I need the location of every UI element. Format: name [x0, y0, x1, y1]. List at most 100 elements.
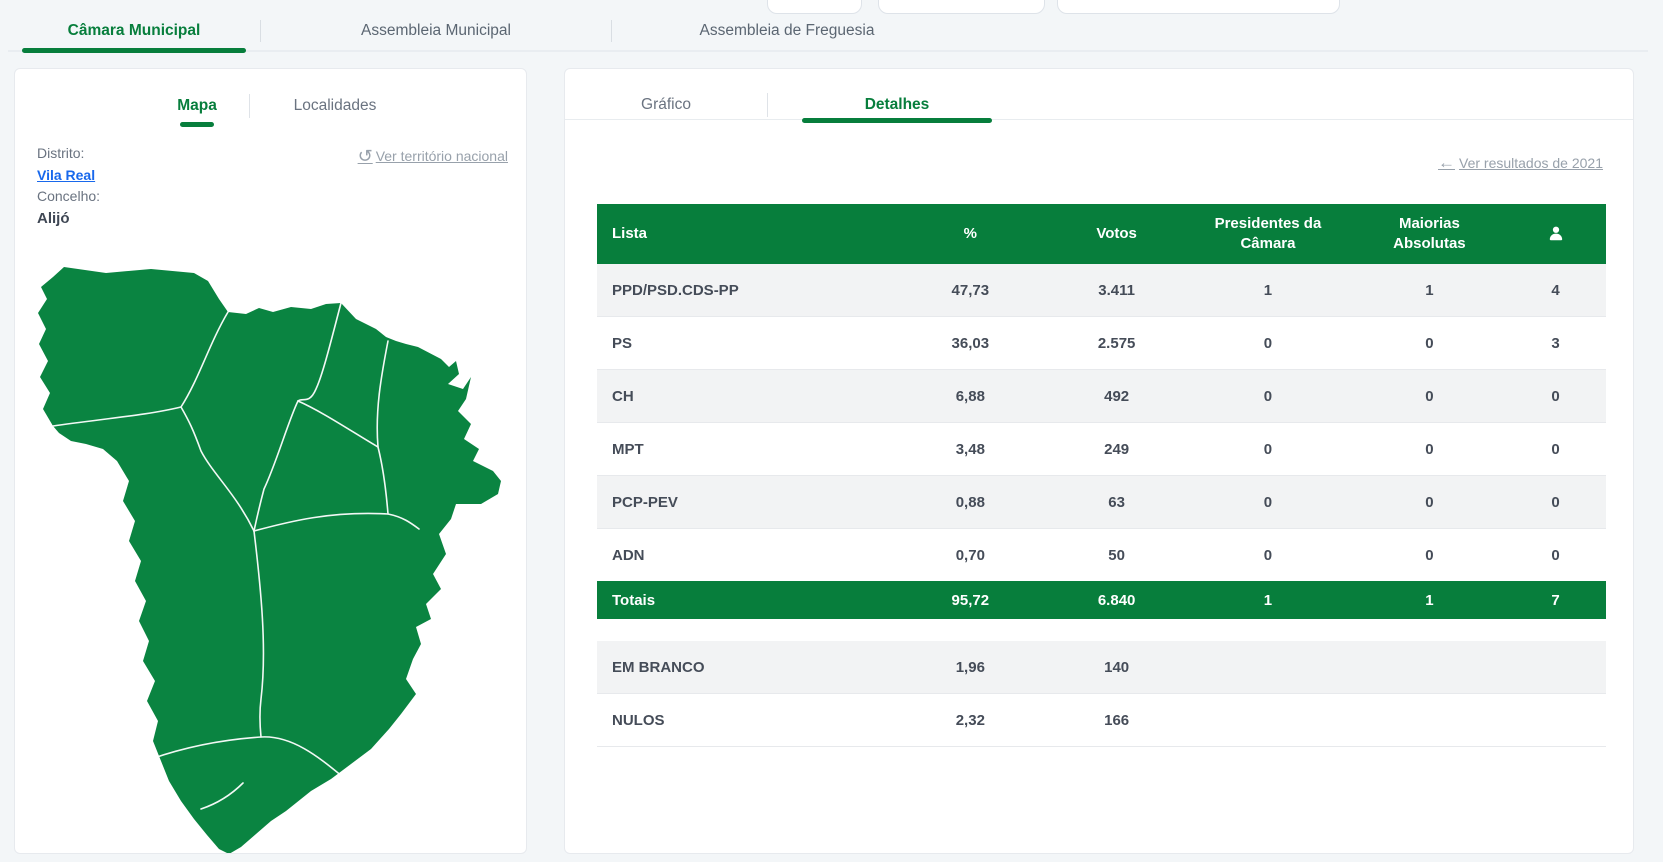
cell-lista: PPD/PSD.CDS-PP: [612, 281, 739, 299]
extra-rows: EM BRANCO 1,96 140 NULOS 2,32 166: [597, 641, 1606, 747]
results-table-area: Lista % Votos Presidentes da Câmara Maio…: [597, 204, 1606, 747]
reset-territory-label: Ver território nacional: [375, 148, 508, 164]
table-row: EM BRANCO 1,96 140: [597, 641, 1606, 694]
tab-divider: [249, 94, 250, 118]
header-pct: %: [889, 204, 1052, 264]
map-card: Mapa Localidades Distrito: Vila Real Con…: [14, 68, 527, 854]
table-row: PCP-PEV 0,88 63 0 0 0: [597, 475, 1606, 529]
cell-votos: 2.575: [1097, 334, 1136, 352]
person-icon: [1549, 226, 1562, 241]
tab-detalhes[interactable]: Detalhes: [768, 91, 1026, 119]
municipality-map[interactable]: [31, 249, 503, 854]
cell-presidentes: 0: [1263, 493, 1273, 511]
cell-lista: ADN: [612, 546, 645, 564]
cell-presidentes: 1: [1263, 281, 1273, 299]
tab-localidades[interactable]: Localidades: [250, 93, 420, 119]
cell-maiorias: 0: [1425, 440, 1434, 458]
cell-mandatos: 4: [1551, 281, 1560, 299]
tab-label: Assembleia Municipal: [361, 22, 511, 39]
cell-lista: EM BRANCO: [612, 658, 705, 676]
cell-votos: 63: [1108, 493, 1125, 511]
table-row: ADN 0,70 50 0 0 0: [597, 529, 1606, 582]
cell-pct: 95,72: [889, 581, 1052, 619]
cell-pct: 1,96: [955, 658, 985, 676]
partial-dropdown-1[interactable]: [767, 0, 862, 14]
table-row: MPT 3,48 249 0 0 0: [597, 423, 1606, 476]
results-card: Gráfico Detalhes ← Ver resultados de 202…: [564, 68, 1634, 854]
cell-votos: 3.411: [1098, 281, 1135, 299]
tab-mapa[interactable]: Mapa: [145, 93, 249, 119]
cell-pct: 47,73: [951, 281, 990, 299]
cell-mandatos: 0: [1551, 546, 1560, 564]
cell-presidentes: 0: [1263, 440, 1273, 458]
map-panel-tabs: Mapa Localidades: [145, 93, 420, 119]
partial-dropdown-3[interactable]: [1057, 0, 1340, 14]
district-link[interactable]: Vila Real: [37, 166, 96, 183]
header-lista: Lista: [597, 204, 890, 264]
cell-lista: CH: [612, 387, 634, 405]
cell-presidentes: 1: [1182, 581, 1354, 619]
cell-maiorias: 1: [1425, 281, 1434, 299]
header-votos: Votos: [1051, 204, 1183, 264]
cell-pct: 0,70: [955, 546, 985, 564]
tab-assembleia-municipal[interactable]: Assembleia Municipal: [261, 12, 611, 50]
cell-lista: PS: [612, 334, 633, 352]
cell-maiorias: 0: [1425, 387, 1434, 405]
cell-maiorias: 0: [1425, 546, 1434, 564]
cell-lista: NULOS: [612, 711, 665, 729]
results-table: Lista % Votos Presidentes da Câmara Maio…: [597, 204, 1606, 619]
cell-mandatos: 7: [1505, 581, 1606, 619]
table-row: CH 6,88 492 0 0 0: [597, 369, 1606, 423]
tab-camara-municipal[interactable]: Câmara Municipal: [8, 12, 260, 53]
tab-label: Detalhes: [864, 96, 930, 113]
cell-lista: PCP-PEV: [612, 493, 678, 511]
tab-label: Gráfico: [641, 96, 691, 113]
cell-mandatos: 3: [1551, 334, 1560, 352]
municipality-shape: [38, 267, 501, 853]
district-label: Distrito:: [37, 145, 85, 161]
tab-label: Assembleia de Freguesia: [699, 22, 875, 39]
cell-maiorias: [1354, 694, 1505, 747]
cell-presidentes: 0: [1263, 546, 1273, 564]
cell-lista: MPT: [612, 440, 644, 458]
header-maiorias: Maiorias Absolutas: [1353, 204, 1506, 264]
header-presidentes: Presidentes da Câmara: [1182, 204, 1354, 264]
tab-assembleia-freguesia[interactable]: Assembleia de Freguesia: [612, 12, 962, 50]
cell-presidentes: 0: [1263, 387, 1273, 405]
cell-pct: 2,32: [955, 711, 985, 729]
table-row: NULOS 2,32 166: [597, 694, 1606, 747]
header-mandatos: [1505, 204, 1606, 264]
cell-maiorias: 0: [1425, 493, 1434, 511]
previous-results-link[interactable]: ← Ver resultados de 2021: [1438, 153, 1603, 173]
cell-votos: 249: [1104, 440, 1130, 458]
cell-maiorias: 1: [1353, 581, 1506, 619]
cell-votos: 492: [1104, 387, 1130, 405]
cell-mandatos: [1505, 641, 1606, 694]
cell-pct: 36,03: [951, 334, 990, 352]
council-label: Concelho:: [37, 188, 101, 204]
undo-icon: ↺: [357, 145, 373, 166]
location-info: Distrito: Vila Real Concelho: Alijó ↺ Ve…: [37, 143, 508, 229]
cell-votos: 166: [1104, 711, 1130, 729]
blank-null-table: EM BRANCO 1,96 140 NULOS 2,32 166: [597, 641, 1606, 747]
cell-pct: 6,88: [955, 387, 985, 405]
cell-mandatos: 0: [1551, 493, 1560, 511]
cell-pct: 3,48: [955, 440, 985, 458]
parish-borders: [52, 302, 420, 810]
totals-row: Totais 95,72 6.840 1 1 7: [597, 581, 1606, 619]
left-arrow-icon: ←: [1438, 153, 1455, 172]
cell-votos: 50: [1108, 546, 1125, 564]
table-row: PPD/PSD.CDS-PP 47,73 3.411 1 1 4: [597, 264, 1606, 317]
tab-label: Mapa: [177, 97, 217, 114]
reset-territory-link[interactable]: ↺ Ver território nacional: [358, 146, 508, 168]
tab-label: Localidades: [293, 97, 377, 114]
cell-votos: 6.840: [1051, 581, 1183, 619]
totals-row-body: Totais 95,72 6.840 1 1 7: [597, 581, 1606, 619]
cell-votos: 140: [1104, 658, 1130, 676]
tab-label: Câmara Municipal: [67, 22, 201, 39]
tab-grafico[interactable]: Gráfico: [565, 91, 767, 119]
partial-dropdown-2[interactable]: [878, 0, 1045, 14]
results-table-header: Lista % Votos Presidentes da Câmara Maio…: [597, 204, 1606, 264]
cell-mandatos: 0: [1551, 440, 1560, 458]
results-panel-tabs: Gráfico Detalhes: [565, 91, 1026, 119]
